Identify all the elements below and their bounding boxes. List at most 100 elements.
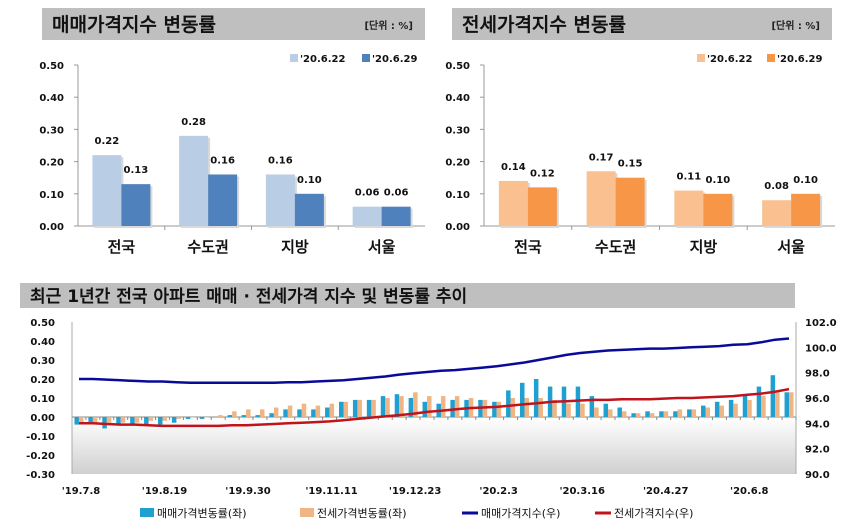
sale-rate-bar [631, 413, 636, 417]
x-tick-label: '20.6.8 [730, 486, 769, 497]
jeonse-rate-bar [259, 409, 265, 417]
jeonse-rate-bar [134, 417, 140, 423]
jeonse-rate-bar [747, 399, 752, 417]
sale-rate-bar [659, 411, 664, 417]
sale-rate-bar [297, 409, 302, 417]
legend-label: '20.6.29 [372, 54, 417, 65]
data-label: 0.11 [677, 172, 702, 183]
y-tick-label: 0.00 [39, 222, 64, 233]
jeonse-rate-bar [385, 398, 390, 417]
jeonse-rate-bar [301, 403, 307, 417]
category-label: 전국 [108, 238, 136, 256]
sale-rate-bar [756, 386, 762, 417]
title-bar [20, 283, 795, 308]
jeonse-rate-bar [552, 399, 557, 417]
bar-this-week [527, 187, 557, 226]
bar-prev-week [674, 190, 704, 226]
y-tick-label: 0.50 [445, 61, 470, 72]
legend-label: 매매가격지수(우) [481, 507, 560, 520]
x-tick-label: '19.12.23 [389, 486, 441, 497]
jeonse-rate-panel: 전세가격지수 변동률 [단위 : %] 0.00 0.10 0.20 0.30 0.40 0.… [445, 8, 835, 256]
jeonse-rate-bar [580, 403, 585, 417]
legend-swatch [300, 508, 314, 517]
chart-title: 전세가격지수 변동률 [462, 14, 626, 36]
jeonse-rate-bar [608, 409, 613, 417]
sale-rate-bar [269, 413, 274, 417]
jeonse-index-line [79, 387, 790, 428]
jeonse-rate-bar [273, 407, 279, 417]
jeonse-rate-bar [719, 405, 724, 417]
left-tick-label: 0.20 [30, 375, 55, 386]
jeonse-rate-bar [691, 409, 697, 417]
jeonse-rate-bar [287, 405, 293, 417]
x-tick-label: '19.8.19 [142, 486, 187, 497]
sale-rate-bar [144, 417, 149, 425]
legend-swatch [290, 54, 298, 62]
jeonse-rate-bar [162, 417, 167, 421]
jeonse-rate-bar [92, 417, 98, 423]
jeonse-rate-bar [775, 390, 780, 417]
jeonse-rate-bar [510, 398, 516, 417]
jeonse-rate-bar [106, 417, 112, 423]
y-tick-label: 0.30 [445, 125, 470, 136]
data-label: 0.16 [268, 155, 293, 166]
jeonse-rate-bar [566, 403, 571, 417]
data-label: 0.28 [181, 117, 206, 128]
legend-swatch [140, 508, 154, 517]
title-bar [42, 8, 425, 40]
left-tick-label: -0.10 [26, 432, 55, 443]
sale-rate-bar [742, 394, 748, 417]
data-label: 0.22 [95, 136, 120, 147]
x-tick-label: '19.7.8 [62, 486, 101, 497]
sale-rate-bar [241, 415, 247, 417]
jeonse-rate-bar [427, 396, 432, 417]
jeonse-rate-bar [649, 413, 655, 417]
legend-swatch [362, 54, 370, 62]
sale-rate-bar [380, 396, 386, 417]
right-tick-label: 102.0 [805, 318, 837, 329]
y-tick-label: 0.20 [445, 158, 470, 169]
jeonse-rate-bar [232, 411, 237, 417]
jeonse-rate-bar [413, 392, 418, 417]
jeonse-rate-bar [246, 409, 251, 417]
bar-prev-week [265, 174, 295, 226]
sale-rate-bar [227, 415, 233, 417]
y-tick-label: 0.40 [445, 93, 470, 104]
jeonse-rate-bar [176, 417, 181, 419]
x-tick-label: '19.11.11 [305, 486, 357, 497]
right-tick-label: 100.0 [805, 343, 837, 354]
yearly-trend-panel: 최근 1년간 전국 아파트 매매 · 전세가격 지수 및 변동률 추이 -0.30… [20, 283, 837, 520]
sale-rate-bar [352, 399, 358, 417]
right-tick-label: 98.0 [805, 369, 830, 380]
right-tick-label: 96.0 [805, 394, 830, 405]
legend-label: 전세가격지수(우) [614, 507, 693, 520]
bar-prev-week [179, 135, 209, 226]
sale-rate-bar [394, 394, 400, 417]
sale-rate-bar [533, 379, 539, 417]
left-tick-label: -0.30 [26, 470, 55, 481]
sale-rate-bar [687, 409, 692, 417]
bar-this-week [791, 193, 821, 226]
sale-rate-bar [199, 417, 205, 419]
title-bar [452, 8, 832, 40]
chart-title: 최근 1년간 전국 아파트 매매 · 전세가격 지수 및 변동률 추이 [30, 287, 467, 307]
data-label: 0.08 [764, 181, 789, 192]
y-tick-label: 0.50 [39, 61, 64, 72]
left-tick-label: 0.40 [30, 337, 55, 348]
category-label: 서울 [777, 238, 805, 256]
jeonse-rate-bar [677, 409, 683, 417]
sale-rate-bar [185, 417, 191, 419]
bar-this-week [208, 174, 238, 226]
legend-label: 전세가격변동률(좌) [317, 507, 407, 520]
left-tick-label: -0.20 [26, 451, 55, 462]
y-tick-label: 0.40 [39, 93, 64, 104]
jeonse-rate-bar [524, 398, 529, 417]
data-label: 0.06 [355, 188, 380, 199]
jeonse-rate-bar [357, 399, 362, 417]
jeonse-rate-bar [148, 417, 154, 421]
sale-rate-bar [158, 417, 163, 425]
bar-prev-week [498, 180, 528, 226]
left-tick-label: 0.50 [30, 318, 55, 329]
jeonse-rate-bar [218, 415, 223, 417]
y-tick-label: 0.00 [445, 222, 470, 233]
